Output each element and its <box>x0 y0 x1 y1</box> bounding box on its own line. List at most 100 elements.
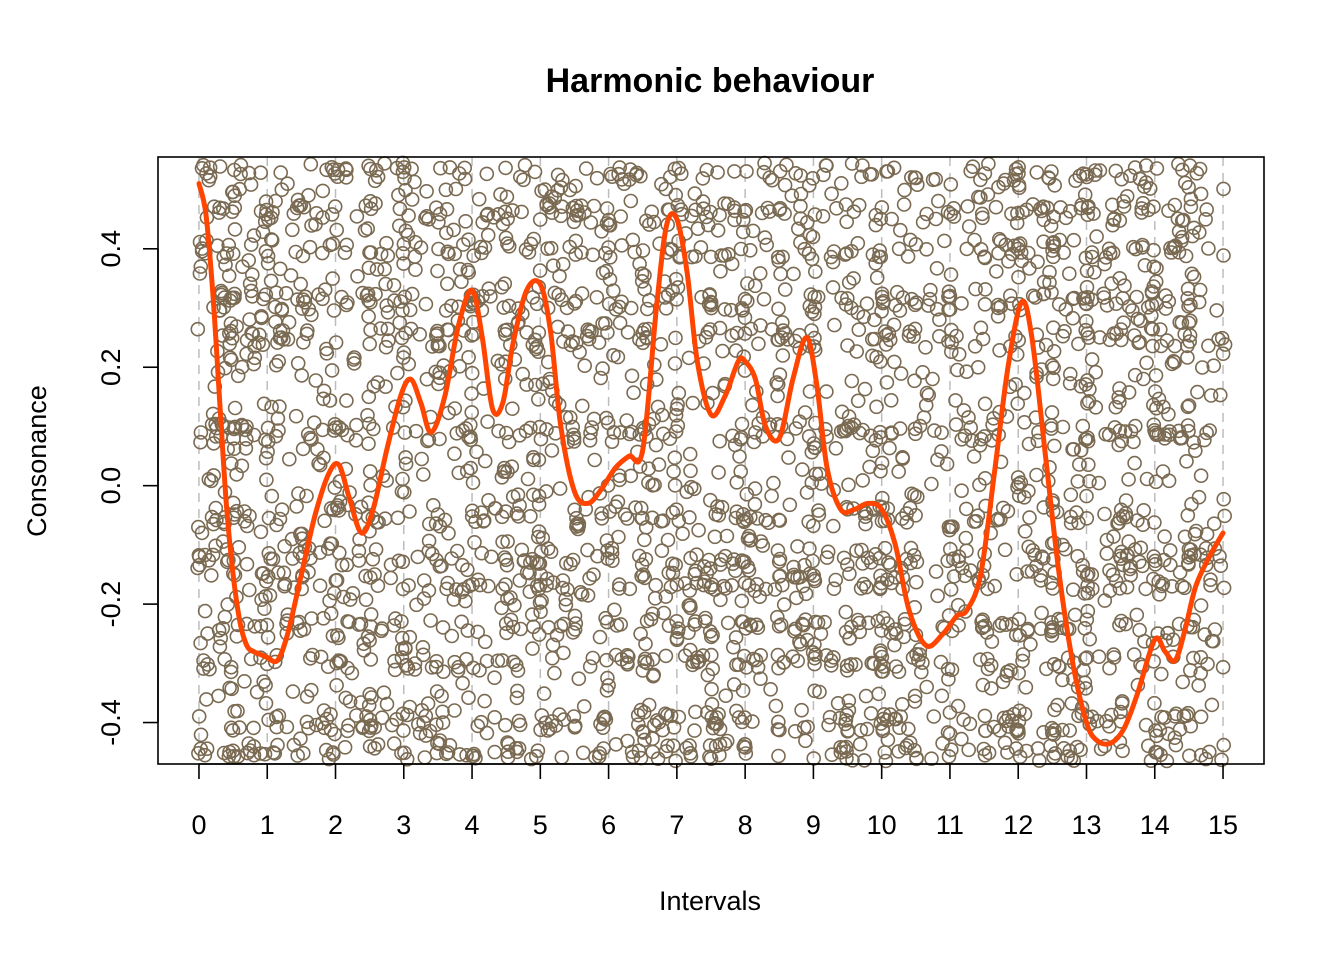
scatter-point <box>872 424 888 440</box>
scatter-point <box>958 501 974 517</box>
scatter-point <box>1111 437 1126 453</box>
scatter-point <box>505 203 520 218</box>
scatter-point <box>313 649 329 665</box>
scatter-point <box>737 736 753 752</box>
scatter-point <box>447 654 463 670</box>
scatter-point <box>941 289 957 305</box>
scatter-point <box>906 548 922 563</box>
scatter-point <box>238 440 254 456</box>
scatter-point <box>402 629 418 645</box>
scatter-point <box>1112 394 1127 410</box>
scatter-point <box>380 248 396 263</box>
scatter-point <box>647 590 663 606</box>
scatter-point <box>389 711 404 727</box>
scatter-point <box>209 512 224 528</box>
scatter-point <box>1216 737 1231 753</box>
scatter-point <box>773 617 789 633</box>
scatter-point <box>857 753 872 768</box>
y-tick-label: 0.0 <box>96 467 126 505</box>
scatter-point <box>238 422 253 438</box>
scatter-point <box>1181 299 1196 314</box>
scatter-point <box>1107 420 1123 435</box>
scatter-point <box>227 419 243 435</box>
scatter-point <box>934 444 949 459</box>
scatter-point <box>856 309 872 325</box>
scatter-point <box>571 671 587 687</box>
scatter-point <box>592 486 608 501</box>
scatter-point <box>948 417 964 432</box>
scatter-point <box>1015 653 1030 669</box>
scatter-point <box>404 286 420 302</box>
scatter-point <box>713 557 728 572</box>
scatter-point <box>805 229 821 245</box>
scatter-point <box>332 494 348 509</box>
scatter-point <box>204 568 219 583</box>
scatter-point <box>373 321 389 336</box>
scatter-point <box>886 160 902 176</box>
scatter-point <box>1036 274 1052 290</box>
scatter-point <box>624 424 639 440</box>
scatter-point <box>358 198 374 213</box>
scatter-point <box>1156 399 1171 415</box>
scatter-point <box>522 555 538 570</box>
scatter-point <box>651 457 667 472</box>
scatter-point <box>196 661 211 676</box>
scatter-point <box>1011 180 1027 195</box>
scatter-point <box>1167 708 1183 724</box>
scatter-point <box>474 505 489 521</box>
scatter-point <box>1153 338 1169 354</box>
scatter-point <box>912 418 928 434</box>
scatter-point <box>227 222 243 237</box>
scatter-point <box>807 683 822 699</box>
scatter-point <box>1206 516 1222 532</box>
scatter-point <box>1055 672 1070 688</box>
x-tick-label: 15 <box>1208 810 1238 840</box>
scatter-point <box>1043 418 1059 433</box>
scatter-point <box>699 705 715 720</box>
scatter-point <box>1033 201 1048 216</box>
scatter-point <box>634 266 650 282</box>
scatter-point <box>769 609 785 625</box>
scatter-point <box>444 628 460 644</box>
scatter-point <box>627 244 642 260</box>
scatter-point <box>270 411 286 426</box>
scatter-point <box>447 703 462 718</box>
scatter-point <box>503 590 518 605</box>
scatter-point <box>315 183 331 199</box>
scatter-point <box>915 655 930 671</box>
scatter-point <box>973 190 988 205</box>
scatter-point <box>637 267 652 283</box>
scatter-point <box>302 651 318 666</box>
scatter-point <box>501 239 517 254</box>
scatter-point <box>690 221 706 236</box>
scatter-point <box>1149 400 1164 416</box>
scatter-point <box>980 187 996 202</box>
scatter-point <box>1162 543 1178 558</box>
scatter-point <box>660 738 675 754</box>
scatter-point <box>545 258 561 274</box>
scatter-point <box>774 315 790 330</box>
scatter-point <box>568 616 584 631</box>
scatter-point <box>844 373 860 389</box>
scatter-point <box>926 423 942 438</box>
scatter-point <box>533 431 549 447</box>
scatter-point <box>745 223 761 239</box>
scatter-point <box>1015 205 1030 220</box>
scatter-point <box>415 639 431 655</box>
scatter-point <box>888 659 904 674</box>
scatter-point <box>580 542 595 558</box>
scatter-point <box>351 543 367 559</box>
scatter-point <box>974 206 990 222</box>
scatter-point <box>1011 611 1027 627</box>
scatter-point <box>899 514 915 530</box>
scatter-point <box>474 245 489 261</box>
scatter-point <box>854 169 869 185</box>
scatter-point <box>444 551 460 566</box>
scatter-point <box>601 217 617 233</box>
x-tick-label: 13 <box>1071 810 1101 840</box>
scatter-point <box>958 530 974 546</box>
scatter-point <box>977 296 993 312</box>
scatter-point <box>281 451 297 467</box>
scatter-point <box>257 214 273 229</box>
scatter-point <box>472 662 487 678</box>
